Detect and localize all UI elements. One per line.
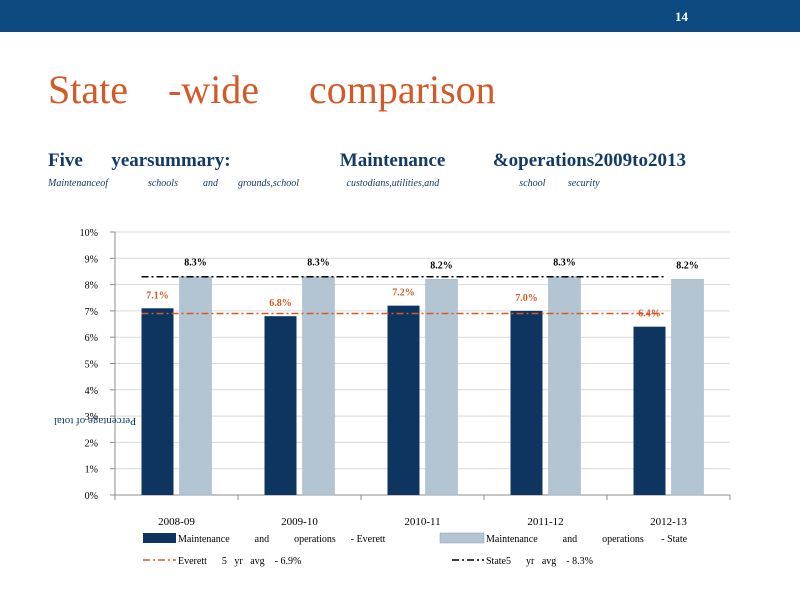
y-tick-label: 10% xyxy=(80,228,98,239)
bar-everett xyxy=(387,305,420,495)
bar-state xyxy=(179,276,212,496)
y-tick-label: 1% xyxy=(85,465,98,476)
legend-swatch-state xyxy=(439,532,485,544)
x-tick-label: 2008-09 xyxy=(158,516,195,528)
data-label-everett: 7.1% xyxy=(146,290,169,301)
y-tick-label: 9% xyxy=(85,254,98,265)
data-label-everett: 6.8% xyxy=(269,298,292,309)
y-tick-label: 0% xyxy=(85,491,98,502)
bar-everett xyxy=(264,316,297,495)
page-number: 14 xyxy=(675,9,688,24)
data-label-state: 8.2% xyxy=(676,260,699,271)
legend-swatch-everett xyxy=(143,533,176,543)
y-tick-label: 2% xyxy=(85,438,98,449)
data-label-everett: 6.4% xyxy=(638,309,661,320)
data-label-state: 8.3% xyxy=(307,258,330,269)
bar-state xyxy=(302,276,335,496)
y-tick-label: 6% xyxy=(85,333,98,344)
y-tick-label: 4% xyxy=(85,386,98,397)
slide-subtitle: Five yearsummary: Maintenance &operation… xyxy=(48,150,687,171)
legend-label-state: Maintenance and operations - State xyxy=(486,534,688,545)
y-tick-label: 3% xyxy=(85,412,98,423)
bar-state xyxy=(425,279,458,496)
slide-subtitle-note: Maintenanceof schools and grounds,school… xyxy=(48,178,600,189)
y-tick-label: 8% xyxy=(85,281,98,292)
data-label-everett: 7.2% xyxy=(392,288,415,299)
bar-state xyxy=(548,276,581,496)
x-tick-label: 2010-11 xyxy=(404,516,440,528)
bar-everett xyxy=(141,308,174,495)
legend-label-state-avg: State5 yr avg - 8.3% xyxy=(486,556,593,567)
bar-everett xyxy=(510,310,543,495)
x-tick-label: 2011-12 xyxy=(527,516,563,528)
x-tick-label: 2012-13 xyxy=(650,516,687,528)
data-label-everett: 7.0% xyxy=(515,293,538,304)
data-label-state: 8.2% xyxy=(430,260,453,271)
data-label-state: 8.3% xyxy=(184,258,207,269)
y-axis-label: Percentage of total xyxy=(54,415,136,427)
data-label-state: 8.3% xyxy=(553,258,576,269)
y-tick-label: 5% xyxy=(85,360,98,371)
slide-title: State -wide comparison xyxy=(48,67,496,112)
bar-state xyxy=(671,279,704,496)
y-tick-label: 7% xyxy=(85,307,98,318)
legend-label-everett: Maintenance and operations - Everett xyxy=(178,534,386,545)
x-tick-label: 2009-10 xyxy=(281,516,318,528)
header-bar: 14 xyxy=(0,0,800,32)
legend-label-everett-avg: Everett 5 yr avg - 6.9% xyxy=(178,556,301,567)
bar-everett xyxy=(633,326,666,495)
